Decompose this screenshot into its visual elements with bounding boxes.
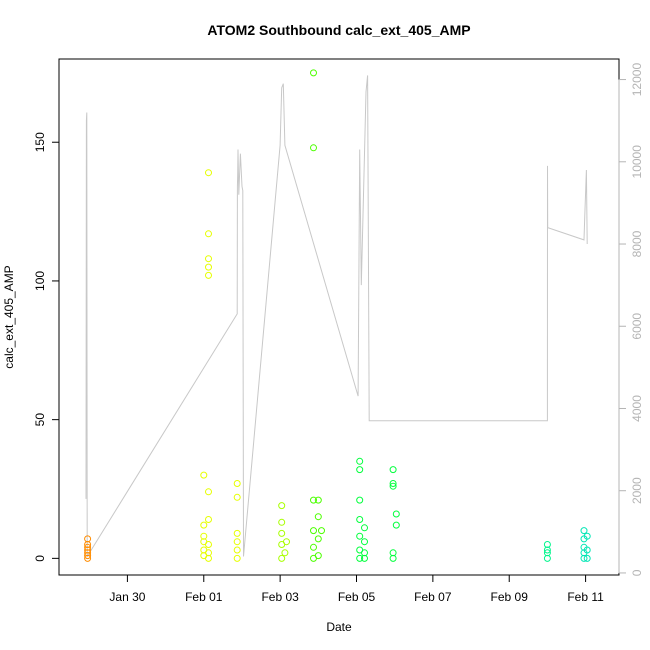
data-point	[389, 549, 397, 557]
x-tick-label: Feb 05	[338, 590, 376, 604]
data-point	[310, 527, 317, 535]
data-point	[205, 230, 212, 238]
y2-tick-label: 0	[630, 569, 644, 576]
data-point	[583, 554, 591, 562]
y-axis: 0 50 100 150	[33, 132, 60, 562]
y-tick-label: 100	[33, 271, 47, 291]
data-point	[205, 516, 212, 523]
data-point	[356, 532, 364, 540]
data-point	[392, 510, 400, 518]
data-point	[389, 480, 397, 487]
data-point	[543, 541, 551, 548]
data-point	[310, 69, 317, 77]
x-tick-label: Feb 11	[567, 590, 604, 604]
data-point	[205, 549, 212, 557]
y-tick-label: 50	[33, 413, 47, 427]
y2-axis: 0 2000 4000 6000 8000 10000 12000	[618, 63, 644, 576]
data-point	[205, 554, 212, 562]
data-point	[356, 466, 364, 474]
data-point	[278, 529, 286, 537]
data-point	[278, 502, 286, 510]
data-point	[356, 496, 364, 504]
plot-frame	[58, 58, 620, 576]
y2-tick-label: 4000	[630, 395, 644, 422]
data-point	[310, 496, 317, 504]
data-point	[233, 493, 241, 501]
data-point	[543, 554, 551, 562]
y2-tick-label: 6000	[630, 313, 644, 340]
y-tick-label: 0	[33, 555, 47, 562]
data-point	[392, 521, 400, 529]
y-axis-label: calc_ext_405_AMP	[2, 265, 16, 368]
data-point	[84, 541, 92, 548]
data-point	[583, 546, 591, 554]
data-point	[200, 521, 208, 529]
y2-tick-label: 2000	[630, 477, 644, 504]
data-point	[205, 169, 212, 177]
x-tick-label: Feb 01	[185, 590, 223, 604]
data-point	[200, 532, 208, 540]
data-point	[205, 271, 212, 279]
data-point	[233, 538, 241, 546]
data-point	[389, 554, 397, 562]
plot-area	[58, 58, 620, 576]
data-point	[281, 549, 289, 557]
data-point	[356, 516, 364, 523]
series-line	[85, 75, 588, 559]
data-point	[283, 538, 290, 546]
data-point	[361, 524, 368, 532]
data-point	[205, 541, 212, 548]
data-point	[233, 554, 241, 562]
data-point	[233, 546, 241, 554]
data-point	[310, 144, 317, 152]
data-point	[278, 518, 286, 526]
y2-tick-label: 8000	[630, 230, 644, 257]
data-point	[580, 527, 588, 535]
data-point	[314, 496, 322, 504]
data-point	[205, 488, 212, 496]
data-point	[84, 554, 92, 562]
data-point	[233, 480, 241, 487]
data-point	[310, 543, 317, 551]
data-point	[314, 535, 322, 543]
data-point	[389, 466, 397, 474]
y-tick-label: 150	[33, 132, 47, 152]
data-point	[389, 482, 397, 490]
data-point	[314, 513, 322, 521]
y2-tick-label: 12000	[630, 63, 644, 97]
x-tick-label: Feb 07	[414, 590, 452, 604]
data-point	[543, 549, 551, 557]
data-point	[356, 554, 364, 562]
data-point	[583, 532, 591, 540]
x-tick-label: Feb 03	[261, 590, 299, 604]
data-point	[205, 263, 212, 271]
data-point	[361, 538, 368, 546]
data-point	[318, 527, 325, 535]
x-axis-label: Date	[326, 620, 352, 634]
data-point	[200, 471, 208, 479]
data-point	[278, 554, 286, 562]
y2-tick-label: 10000	[630, 145, 644, 179]
data-point	[233, 529, 241, 537]
x-tick-label: Feb 09	[491, 590, 529, 604]
x-axis: Jan 30 Feb 01 Feb 03 Feb 05 Feb 07 Feb 09 Feb …	[109, 574, 604, 604]
data-point	[314, 552, 322, 560]
x-tick-label: Jan 30	[109, 590, 145, 604]
data-point	[361, 549, 368, 557]
data-point	[356, 457, 364, 465]
data-point	[205, 255, 212, 263]
chart-title: ATOM2 Southbound calc_ext_405_AMP	[207, 22, 470, 38]
